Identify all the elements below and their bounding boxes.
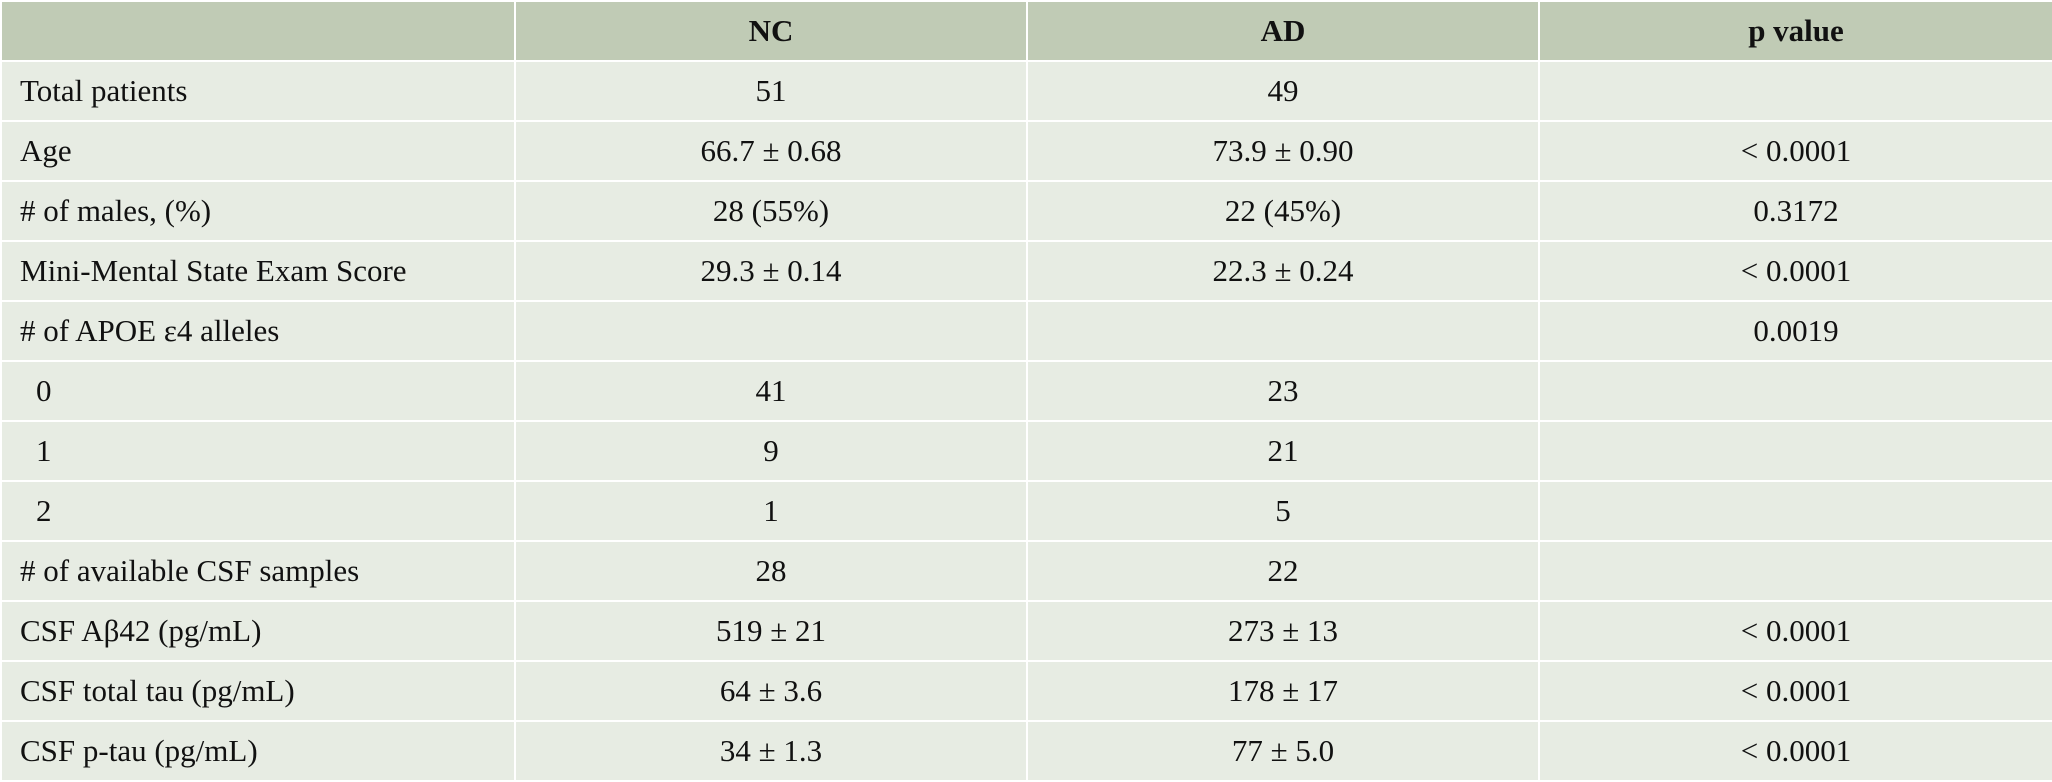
row-label: # of males, (%): [0, 180, 516, 242]
cell: 34 ± 1.3: [514, 720, 1028, 782]
cell: [1538, 60, 2052, 122]
cell: 22.3 ± 0.24: [1026, 240, 1540, 302]
table-body: Total patients 51 49 Age 66.7 ± 0.68 73.9 ± 0…: [0, 60, 2052, 782]
cell: 5: [1026, 480, 1540, 542]
header-cell: p value: [1538, 0, 2052, 62]
row-label: # of available CSF samples: [0, 540, 516, 602]
table-row: CSF total tau (pg/mL) 64 ± 3.6 178 ± 17 < 0…: [0, 660, 2052, 722]
cell: 0.3172: [1538, 180, 2052, 242]
cell: 0.0019: [1538, 300, 2052, 362]
cell: 22: [1026, 540, 1540, 602]
row-label: Total patients: [0, 60, 516, 122]
cell: 178 ± 17: [1026, 660, 1540, 722]
row-label: 2: [0, 480, 516, 542]
header-cell: NC: [514, 0, 1028, 62]
row-label: # of APOE ε4 alleles: [0, 300, 516, 362]
table-row: # of males, (%) 28 (55%) 22 (45%) 0.3172: [0, 180, 2052, 242]
cell: 273 ± 13: [1026, 600, 1540, 662]
table-row: 1 9 21: [0, 420, 2052, 482]
cell: 1: [514, 480, 1028, 542]
header-cell: AD: [1026, 0, 1540, 62]
table-row: Mini-Mental State Exam Score 29.3 ± 0.14 2…: [0, 240, 2052, 302]
cell: [1538, 540, 2052, 602]
cell: 66.7 ± 0.68: [514, 120, 1028, 182]
header-cell: [0, 0, 516, 62]
cell: 64 ± 3.6: [514, 660, 1028, 722]
row-label: CSF Aβ42 (pg/mL): [0, 600, 516, 662]
row-label: CSF p-tau (pg/mL): [0, 720, 516, 782]
cell: < 0.0001: [1538, 240, 2052, 302]
cell: [1538, 420, 2052, 482]
cell: [1538, 360, 2052, 422]
cell: < 0.0001: [1538, 120, 2052, 182]
row-label: CSF total tau (pg/mL): [0, 660, 516, 722]
table-row: 0 41 23: [0, 360, 2052, 422]
cell: 77 ± 5.0: [1026, 720, 1540, 782]
cell: 21: [1026, 420, 1540, 482]
cell: 22 (45%): [1026, 180, 1540, 242]
table-row: # of APOE ε4 alleles 0.0019: [0, 300, 2052, 362]
cell: [1026, 300, 1540, 362]
cell: 49: [1026, 60, 1540, 122]
cell: 51: [514, 60, 1028, 122]
header-row: NC AD p value: [0, 0, 2052, 62]
cell: 28 (55%): [514, 180, 1028, 242]
cell: [1538, 480, 2052, 542]
cell: < 0.0001: [1538, 720, 2052, 782]
cell: < 0.0001: [1538, 660, 2052, 722]
table-row: # of available CSF samples 28 22: [0, 540, 2052, 602]
cell: 9: [514, 420, 1028, 482]
table-row: CSF p-tau (pg/mL) 34 ± 1.3 77 ± 5.0 < 0.000…: [0, 720, 2052, 782]
table-row: Age 66.7 ± 0.68 73.9 ± 0.90 < 0.0001: [0, 120, 2052, 182]
cell: [514, 300, 1028, 362]
cell: 28: [514, 540, 1028, 602]
table-row: CSF Aβ42 (pg/mL) 519 ± 21 273 ± 13 < 0.0001: [0, 600, 2052, 662]
cell: 29.3 ± 0.14: [514, 240, 1028, 302]
cell: < 0.0001: [1538, 600, 2052, 662]
row-label: Age: [0, 120, 516, 182]
table-row: Total patients 51 49: [0, 60, 2052, 122]
row-label: 1: [0, 420, 516, 482]
cell: 23: [1026, 360, 1540, 422]
cell: 41: [514, 360, 1028, 422]
cell: 73.9 ± 0.90: [1026, 120, 1540, 182]
row-label: 0: [0, 360, 516, 422]
cell: 519 ± 21: [514, 600, 1028, 662]
row-label: Mini-Mental State Exam Score: [0, 240, 516, 302]
